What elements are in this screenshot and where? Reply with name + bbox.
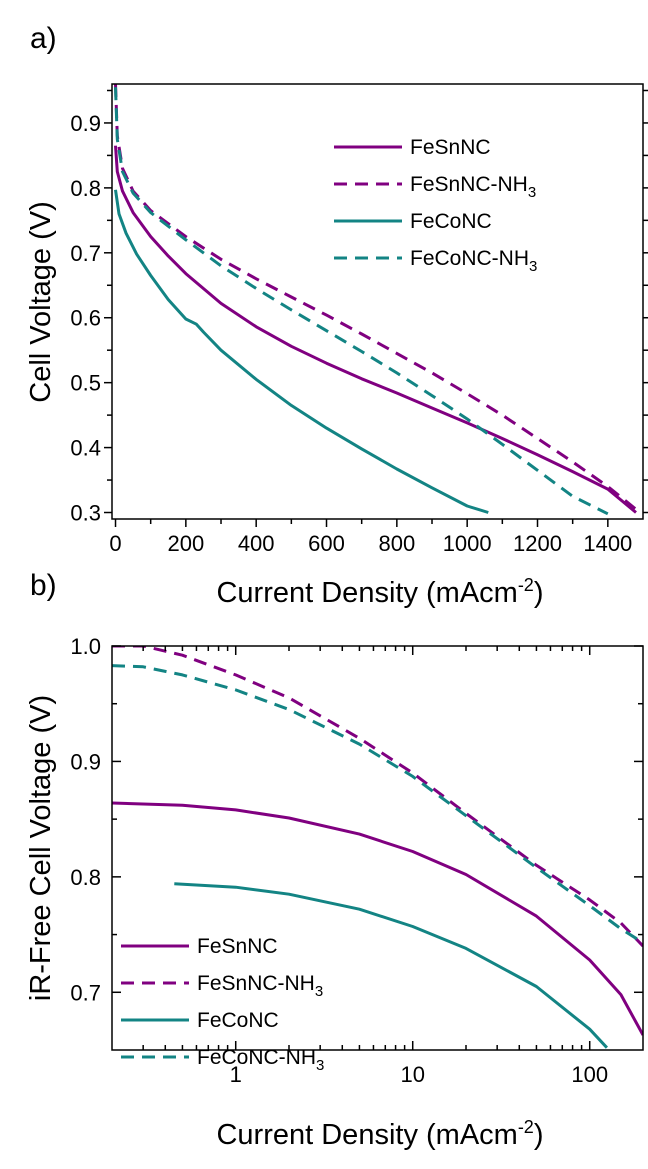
series-line-1	[114, 145, 637, 514]
y-tick-label: 0.3	[70, 501, 101, 526]
x-axis-title: Current Density (mAcm-2)	[216, 575, 543, 609]
x-tick-label: 1200	[513, 531, 562, 556]
x-tick-label: 10	[400, 1062, 424, 1087]
legend-label-main: FeSnNC-NH	[410, 173, 528, 196]
y-tick-label: 0.9	[70, 749, 101, 774]
x-tick-label: 1400	[583, 531, 632, 556]
series-line-2	[112, 646, 643, 948]
y-axis-title: Cell Voltage (V)	[25, 201, 57, 403]
x-tick-label: 0	[109, 531, 121, 556]
chart-panel-a: a) 0 200 400 600 800 1000 1200 1400 0.3 0.4 0.5 0.6 0…	[25, 22, 648, 609]
legend-label-4: FeCoNC-NH3	[410, 247, 537, 275]
panel-label: a)	[30, 22, 57, 55]
legend-label-main: FeSnNC	[410, 136, 491, 159]
legend-label-main: FeSnNC-NH	[197, 972, 315, 995]
legend-label-1: FeSnNC	[197, 935, 278, 958]
y-tick-label: 0.8	[70, 865, 101, 890]
x-axis-title-main: Current Density (mAcm	[216, 577, 517, 609]
series-line-3	[174, 882, 608, 1049]
x-tick-label: 100	[571, 1062, 608, 1087]
y-tick-label: 0.7	[70, 980, 101, 1005]
series-line-4	[114, 87, 609, 516]
legend-label-subscript: 3	[316, 1057, 324, 1074]
plot-frame	[111, 83, 644, 520]
legend-label-main: FeCoNC-NH	[197, 1046, 316, 1069]
chart-panel-b: b) 1 10 100 0.7 0.8 0.9 1.0 Current Density (mAc…	[25, 569, 644, 1151]
legend-label-subscript: 3	[315, 983, 323, 1000]
x-tick-label: 800	[378, 531, 415, 556]
series-line-4	[112, 664, 643, 944]
legend-label-main: FeCoNC	[197, 1009, 279, 1032]
x-axis-title-main: Current Density (mAcm	[216, 1119, 517, 1151]
x-tick-label: 400	[238, 531, 275, 556]
y-tick-label: 0.8	[70, 176, 101, 201]
series-line-1	[112, 801, 643, 1036]
x-tick-label: 1	[230, 1062, 242, 1087]
legend-label-2: FeSnNC-NH3	[410, 173, 536, 201]
x-tick-label: 600	[308, 531, 345, 556]
x-axis-title-superscript: -2	[518, 1117, 534, 1137]
y-axis-title: iR-Free Cell Voltage (V)	[25, 695, 57, 1001]
y-tick-label: 0.9	[70, 111, 101, 136]
x-axis-title-superscript: -2	[518, 575, 534, 595]
legend-label-3: FeCoNC	[410, 210, 492, 233]
series-line-3	[114, 189, 489, 514]
y-tick-label: 1.0	[70, 634, 101, 659]
legend-label-subscript: 3	[528, 184, 536, 201]
legend-label-main: FeCoNC	[410, 210, 492, 233]
plot-frame	[111, 645, 644, 1051]
panel-label: b)	[30, 569, 57, 602]
legend-label-subscript: 3	[529, 258, 537, 275]
y-tick-label: 0.6	[70, 306, 101, 331]
legend-label-main: FeSnNC	[197, 935, 278, 958]
x-axis-title-tail: )	[534, 1119, 544, 1151]
legend-label-4: FeCoNC-NH3	[197, 1046, 324, 1074]
x-tick-label: 1000	[443, 531, 492, 556]
legend-label-1: FeSnNC	[410, 136, 491, 159]
legend-label-2: FeSnNC-NH3	[197, 972, 323, 1000]
legend-label-3: FeCoNC	[197, 1009, 279, 1032]
y-tick-label: 0.4	[70, 436, 101, 461]
y-tick-label: 0.7	[70, 241, 101, 266]
legend-label-main: FeCoNC-NH	[410, 247, 529, 270]
x-axis-title-tail: )	[534, 577, 544, 609]
x-axis-title: Current Density (mAcm-2)	[216, 1117, 543, 1151]
y-tick-label: 0.5	[70, 371, 101, 396]
x-tick-label: 200	[167, 531, 204, 556]
